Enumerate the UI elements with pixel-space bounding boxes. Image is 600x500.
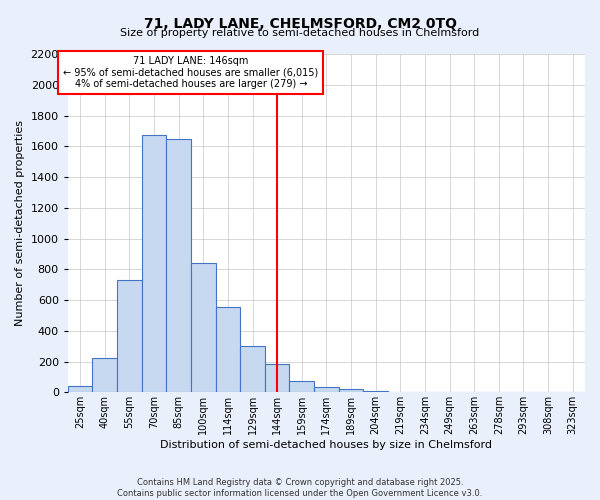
Bar — [191, 263, 215, 392]
Bar — [142, 136, 166, 392]
Bar — [117, 280, 142, 392]
Bar — [289, 381, 314, 392]
Text: Size of property relative to semi-detached houses in Chelmsford: Size of property relative to semi-detach… — [121, 28, 479, 38]
Y-axis label: Number of semi-detached properties: Number of semi-detached properties — [15, 120, 25, 326]
Bar — [265, 364, 289, 392]
Bar — [68, 386, 92, 392]
Text: 71, LADY LANE, CHELMSFORD, CM2 0TQ: 71, LADY LANE, CHELMSFORD, CM2 0TQ — [143, 18, 457, 32]
Bar — [166, 138, 191, 392]
X-axis label: Distribution of semi-detached houses by size in Chelmsford: Distribution of semi-detached houses by … — [160, 440, 493, 450]
Bar — [364, 391, 388, 392]
Bar — [92, 358, 117, 392]
Bar — [314, 387, 339, 392]
Bar — [240, 346, 265, 393]
Text: 71 LADY LANE: 146sqm
← 95% of semi-detached houses are smaller (6,015)
4% of sem: 71 LADY LANE: 146sqm ← 95% of semi-detac… — [64, 56, 319, 89]
Bar — [339, 389, 364, 392]
Bar — [215, 307, 240, 392]
Text: Contains HM Land Registry data © Crown copyright and database right 2025.
Contai: Contains HM Land Registry data © Crown c… — [118, 478, 482, 498]
